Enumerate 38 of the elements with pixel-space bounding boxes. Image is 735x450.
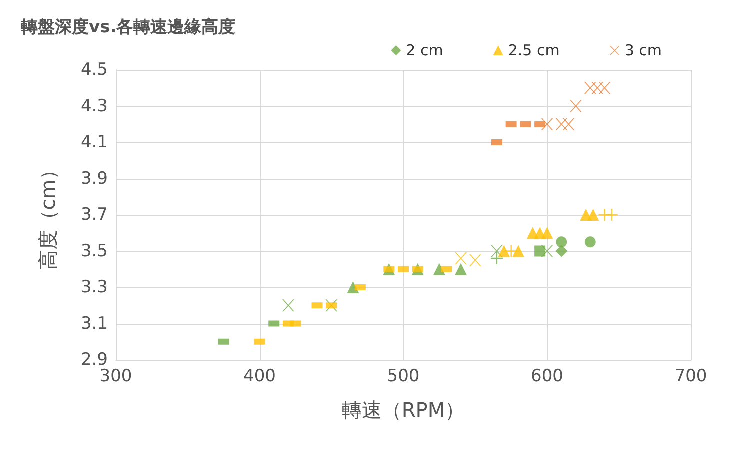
- point: [587, 209, 600, 221]
- point: [598, 82, 611, 94]
- point: [505, 245, 518, 258]
- point: [455, 263, 467, 276]
- y-tick-label: 3.5: [80, 241, 108, 262]
- point: [541, 227, 554, 240]
- point: [512, 245, 524, 258]
- point: [347, 282, 360, 294]
- point: [282, 300, 294, 312]
- legend-label: 2.5 cm: [508, 42, 560, 60]
- point: [469, 254, 482, 266]
- point: [584, 236, 596, 248]
- point: [584, 82, 596, 94]
- legend-label: 2 cm: [406, 42, 444, 60]
- y-tick-label: 4.3: [80, 96, 108, 116]
- point: [534, 246, 546, 257]
- chart-title: 轉盤深度vs.各轉速邊緣高度: [20, 18, 236, 38]
- y-tick-label: 3.7: [80, 205, 108, 225]
- x-tick-label: 700: [674, 366, 708, 386]
- x-tick-label: 500: [387, 366, 420, 386]
- x-tick-label: 400: [244, 366, 276, 386]
- point: [556, 118, 568, 130]
- point: [556, 236, 568, 248]
- point: [562, 118, 575, 130]
- y-tick-label: 3.9: [80, 168, 108, 189]
- x-axis-title: 轉速（RPM）: [342, 398, 466, 422]
- y-tick-label: 3.3: [80, 278, 108, 298]
- point: [556, 245, 568, 258]
- y-tick-label: 3.1: [80, 314, 108, 334]
- legend-label: 3 cm: [624, 42, 662, 60]
- point: [455, 252, 467, 264]
- point: [592, 82, 604, 94]
- y-tick-label: 4.5: [80, 60, 108, 80]
- y-axis-title: 高度（cm）: [36, 160, 60, 270]
- y-tick-label: 4.1: [80, 132, 108, 152]
- point: [570, 100, 582, 112]
- x-tick-label: 600: [531, 366, 564, 386]
- point: [498, 245, 510, 258]
